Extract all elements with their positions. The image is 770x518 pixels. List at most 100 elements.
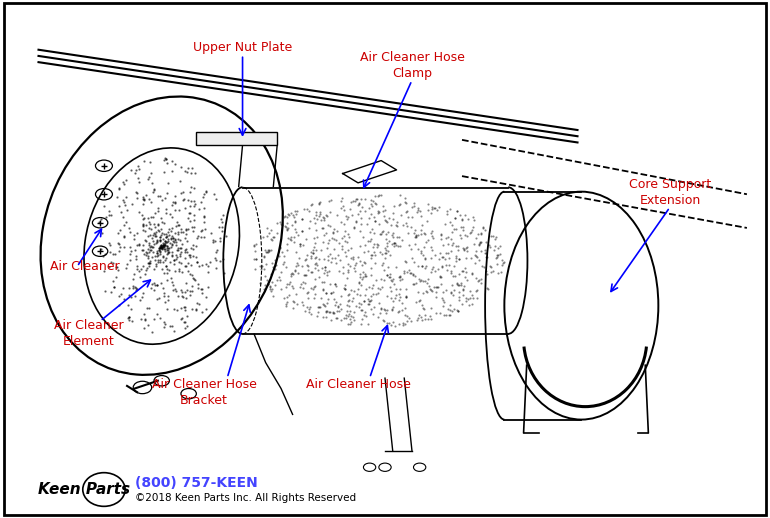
Point <box>394 242 407 250</box>
Point <box>266 258 278 267</box>
Point <box>346 294 359 302</box>
Point <box>169 236 182 244</box>
Point <box>313 272 325 281</box>
Point <box>195 198 207 206</box>
Point <box>280 246 293 254</box>
Point <box>413 297 426 305</box>
Point <box>292 232 304 240</box>
Point <box>159 237 171 246</box>
Point <box>358 258 370 266</box>
Point <box>310 215 323 223</box>
Point <box>165 234 177 242</box>
Point <box>475 230 487 238</box>
Point <box>440 261 453 269</box>
Point <box>364 271 377 279</box>
Point <box>154 236 166 244</box>
Point <box>416 315 428 324</box>
Point <box>394 271 407 280</box>
Point <box>363 237 376 245</box>
Point <box>209 253 221 262</box>
Point <box>168 305 180 313</box>
Point <box>373 299 385 307</box>
Point <box>411 315 424 324</box>
Point <box>165 243 177 251</box>
Point <box>158 241 170 249</box>
Point <box>310 208 322 216</box>
Point <box>293 253 305 262</box>
Point <box>385 276 397 284</box>
Point <box>173 206 186 214</box>
Point <box>112 292 125 300</box>
Point <box>383 213 395 222</box>
Point <box>188 184 200 192</box>
Point <box>495 267 507 276</box>
Point <box>484 268 497 277</box>
Point <box>315 246 327 254</box>
Point <box>149 209 161 217</box>
Point <box>383 273 396 281</box>
Point <box>280 300 292 309</box>
Point <box>348 316 360 325</box>
Point <box>475 247 487 255</box>
Point <box>384 321 397 329</box>
Point <box>379 254 391 262</box>
Point <box>283 279 296 287</box>
Point <box>118 180 130 188</box>
Point <box>149 230 161 238</box>
Point <box>443 261 455 269</box>
Point <box>124 250 136 258</box>
Point <box>290 210 302 219</box>
Point <box>451 280 464 288</box>
Point <box>399 197 411 206</box>
Point <box>467 213 479 221</box>
Text: ©2018 Keen Parts Inc. All Rights Reserved: ©2018 Keen Parts Inc. All Rights Reserve… <box>135 493 356 503</box>
Point <box>331 227 343 235</box>
Point <box>320 211 333 219</box>
Point <box>442 240 454 249</box>
Point <box>162 235 175 243</box>
Point <box>342 291 354 299</box>
Point <box>326 254 338 263</box>
Point <box>427 263 439 271</box>
Point <box>400 305 412 313</box>
Point <box>369 251 381 259</box>
Point <box>278 294 290 302</box>
Point <box>151 251 163 260</box>
Point <box>356 306 368 314</box>
Point <box>387 297 400 306</box>
Point <box>355 300 367 308</box>
Point <box>313 303 325 311</box>
Point <box>305 284 317 292</box>
Point <box>286 269 298 278</box>
Point <box>422 206 434 214</box>
Point <box>179 306 191 314</box>
Point <box>216 254 229 263</box>
Point <box>352 210 364 218</box>
Point <box>305 310 317 318</box>
Point <box>285 233 297 241</box>
Point <box>368 228 380 237</box>
Point <box>470 247 482 255</box>
Point <box>259 246 271 254</box>
Point <box>455 234 467 242</box>
Point <box>419 255 431 263</box>
Point <box>316 294 328 303</box>
Point <box>466 270 478 278</box>
Text: Air Cleaner Hose
Clamp: Air Cleaner Hose Clamp <box>360 51 464 80</box>
Point <box>429 267 441 275</box>
Point <box>333 307 346 315</box>
Point <box>412 206 424 214</box>
Point <box>144 259 156 267</box>
Point <box>287 233 300 241</box>
Point <box>336 242 348 250</box>
Point <box>360 272 372 280</box>
Point <box>148 184 160 193</box>
Point <box>366 202 378 210</box>
Point <box>447 285 460 294</box>
Point <box>311 303 323 311</box>
Point <box>139 270 151 278</box>
Point <box>296 298 308 307</box>
Point <box>479 249 491 257</box>
Point <box>112 266 124 274</box>
Point <box>269 255 281 264</box>
